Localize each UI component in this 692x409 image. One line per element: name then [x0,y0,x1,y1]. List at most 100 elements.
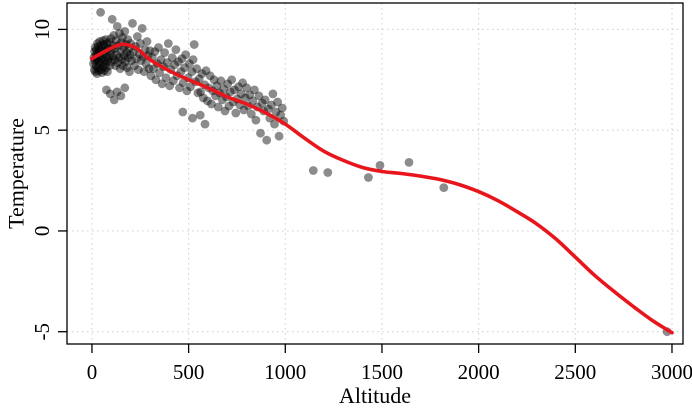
scatter-point [110,55,119,64]
scatter-point [122,63,132,73]
scatter-point [137,24,147,33]
scatter-point [106,57,116,66]
scatter-point [108,52,118,61]
scatter-point [251,115,261,125]
scatter-point [128,19,137,28]
scatter-point [150,47,160,56]
x-tick-label: 1500 [361,360,403,384]
scatter-point [115,29,124,38]
scatter-point [119,51,129,60]
y-tick-label: 10 [30,19,54,40]
scatter-point [141,59,151,69]
scatter-point [116,91,126,101]
scatter-point [120,83,130,93]
scatter-point [106,34,116,43]
scatter-point [144,64,154,74]
scatter-point [212,81,222,91]
scatter-point [178,107,188,117]
scatter-point [91,61,101,71]
scatter-point [116,47,126,56]
scatter-point [99,40,109,49]
scatter-point [95,37,105,46]
scatter-point [323,168,333,177]
scatter-point [217,95,227,105]
scatter-point [105,61,115,71]
scatter-point [274,131,284,141]
scatter-point [155,68,165,78]
scatter-point [200,119,210,129]
scatter-point [99,66,109,76]
scatter-point [273,97,282,107]
scatter-point [96,65,106,75]
scatter-point [145,46,155,55]
scatter-point [268,89,278,99]
scatter-point [103,67,112,77]
scatter-point [160,48,170,57]
scatter-point [135,39,145,48]
scatter-point [98,36,108,45]
scatter-point [100,55,109,64]
scatter-point [198,93,208,103]
scatter-point [186,82,195,92]
plot-border [66,2,684,345]
scatter-point [111,36,121,45]
scatter-point [201,66,211,76]
scatter-point [246,109,256,119]
scatter-point [157,79,167,89]
scatter-point [92,69,102,79]
scatter-point [270,119,279,129]
y-tick-label: 5 [30,125,54,136]
scatter-point [161,73,171,83]
scatter-point [178,78,188,88]
y-tick-label: 0 [30,226,54,237]
scatter-point [239,105,249,115]
scatter-point [112,87,122,97]
scatter-point [168,76,178,86]
scatter-point [220,106,230,116]
scatter-point [149,64,158,74]
scatter-point [271,107,281,117]
scatter-point [245,90,255,100]
scatter-point [439,183,449,193]
scatter-point [120,27,130,36]
scatter-point [231,108,241,118]
scatter-point [102,52,111,61]
scatter-point [95,60,105,70]
scatter-point [113,58,123,68]
scatter-point [375,161,385,170]
x-tick-label: 1000 [264,360,306,384]
scatter-point [93,42,103,51]
scatter-point [192,64,202,74]
scatter-point [139,67,149,77]
scatter-point [100,59,110,69]
scatter-point [194,74,204,84]
scatter-point [142,37,152,46]
scatter-point [89,65,99,75]
scatter-point [151,75,161,85]
scatter-point [103,56,113,65]
scatter-point [112,22,122,31]
scatter-point [242,83,252,93]
scatter-point [165,81,175,91]
scatter-point [308,166,318,175]
scatter-point [238,78,248,88]
scatter-point [107,14,117,24]
scatter-point [276,110,285,120]
x-tick-label: 3000 [651,360,692,384]
scatter-point [167,53,177,62]
scatter-point [240,93,250,103]
scatter-point [104,38,114,47]
scatter-point [112,50,122,59]
scatter-point [227,75,237,85]
scatter-point [260,95,270,105]
scatter-point [146,71,156,81]
scatter-point [102,39,112,48]
scatter-point [90,43,100,52]
scatter-point [98,58,107,68]
x-axis-title: Altitude [339,383,411,408]
scatter-point [163,39,173,48]
scatter-point [193,88,203,98]
smooth-trend-curve [90,42,674,335]
